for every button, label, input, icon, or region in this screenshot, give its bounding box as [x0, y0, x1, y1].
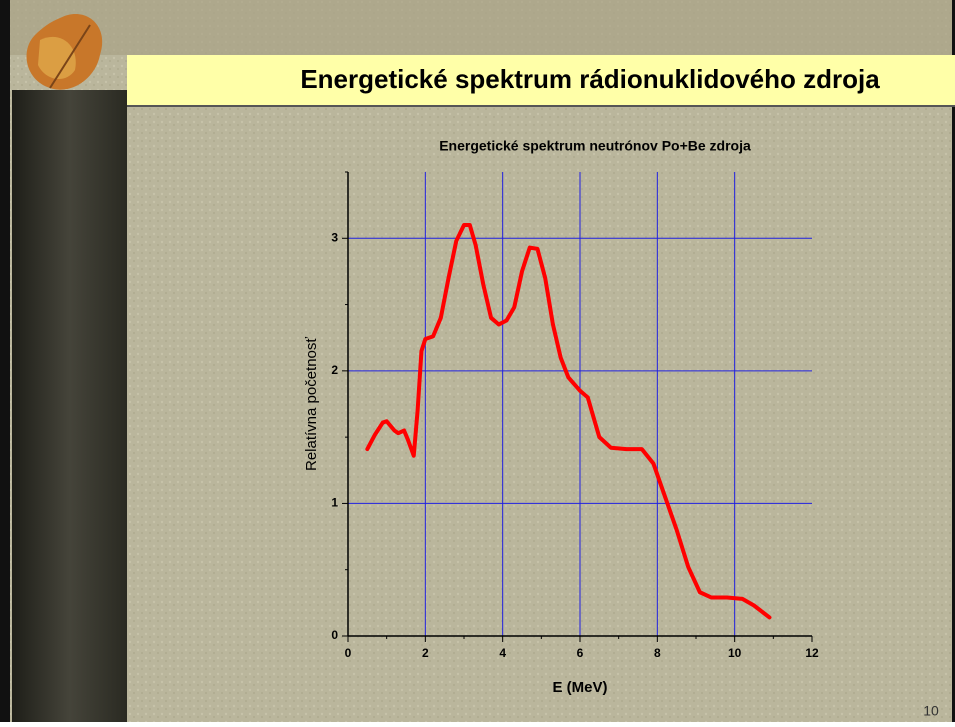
x-tick-label: 4 [499, 646, 506, 660]
chart-title: Energetické spektrum neutrónov Po+Be zdr… [439, 138, 751, 154]
slide-title: Energetické spektrum rádionuklidového zd… [300, 64, 880, 94]
x-tick-label: 10 [728, 646, 742, 660]
top-band [0, 0, 955, 55]
y-tick-label: 3 [331, 230, 338, 244]
y-tick-label: 1 [331, 496, 338, 510]
background [0, 0, 955, 722]
y-axis-title: Relatívna početnosť [303, 337, 320, 471]
x-tick-label: 6 [577, 646, 584, 660]
x-tick-label: 2 [422, 646, 429, 660]
page-number: 10 [923, 703, 939, 719]
slide: Energetické spektrum rádionuklidového zd… [0, 0, 955, 722]
y-tick-label: 2 [331, 363, 338, 377]
left-edge [0, 0, 10, 722]
x-axis-title: E (MeV) [552, 679, 607, 696]
x-tick-label: 0 [345, 646, 352, 660]
side-band [12, 90, 127, 722]
y-tick-label: 0 [331, 628, 338, 642]
x-tick-label: 12 [805, 646, 819, 660]
x-tick-label: 8 [654, 646, 661, 660]
